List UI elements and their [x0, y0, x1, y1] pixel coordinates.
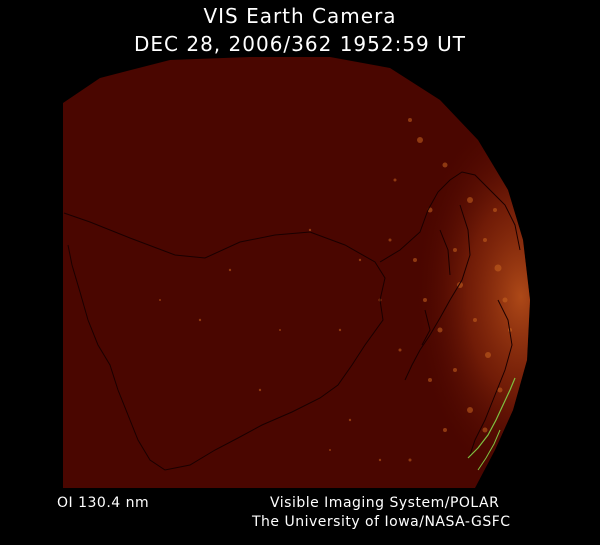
system-label: Visible Imaging System/POLAR	[270, 495, 500, 511]
aurora-glow	[300, 60, 530, 488]
aurora-speckles	[159, 118, 512, 462]
terminator-trace	[467, 377, 516, 459]
image-title: VIS Earth Camera	[203, 4, 397, 28]
image-timestamp: DEC 28, 2006/362 1952:59 UT	[134, 32, 466, 56]
filter-label: OI 130.4 nm	[57, 495, 150, 511]
coastlines	[63, 171, 521, 471]
credit-label: The University of Iowa/NASA-GSFC	[252, 514, 511, 530]
